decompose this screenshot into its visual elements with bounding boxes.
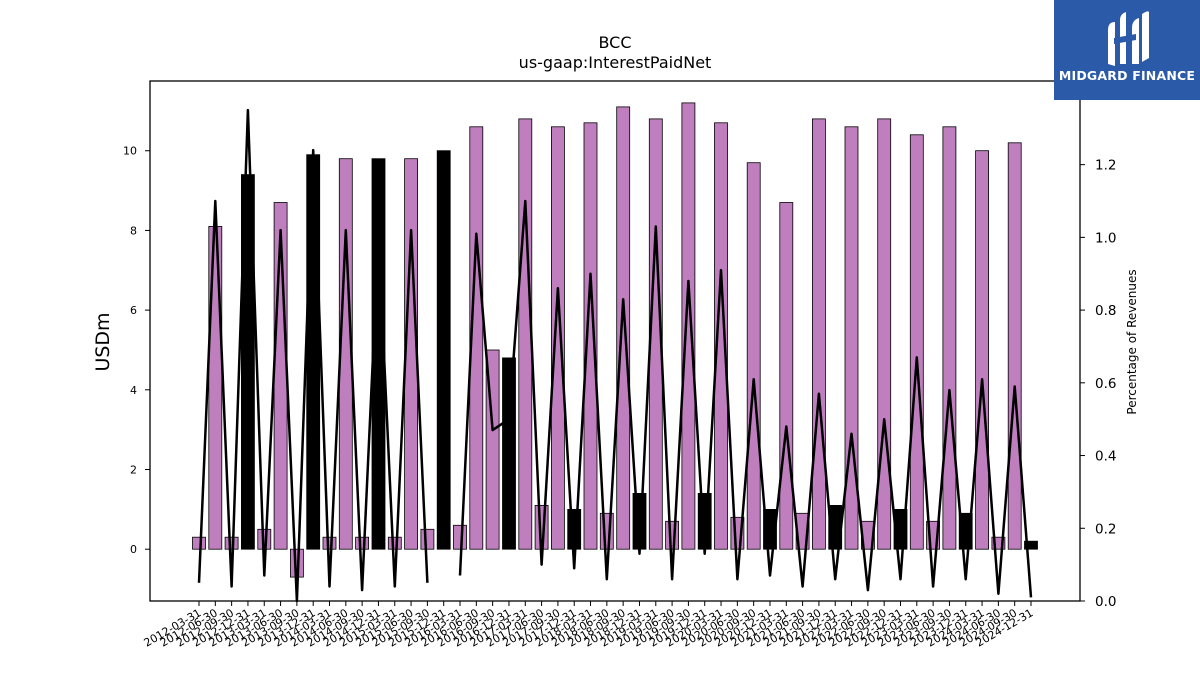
bar bbox=[192, 536, 206, 550]
chart-title: BCC bbox=[598, 33, 631, 52]
logo-text: MIDGARD FINANCE bbox=[1058, 68, 1196, 83]
bar bbox=[681, 102, 696, 550]
x-axis-ticks: 2012-03-312012-06-302012-09-302012-12-31… bbox=[142, 601, 1036, 650]
bar bbox=[322, 536, 337, 550]
y2-tick-label: 0.0 bbox=[1095, 594, 1116, 610]
y-tick-label: 8 bbox=[130, 224, 137, 237]
y-tick-label: 4 bbox=[130, 384, 137, 397]
bar bbox=[224, 536, 239, 550]
bar bbox=[469, 126, 484, 550]
bar bbox=[714, 122, 728, 550]
bar bbox=[1007, 142, 1022, 550]
midgard-finance-logo: MIDGARD FINANCE bbox=[1054, 0, 1200, 100]
bar bbox=[355, 536, 370, 550]
bar bbox=[779, 202, 794, 550]
bar bbox=[942, 126, 957, 550]
bar bbox=[551, 126, 565, 550]
y2-axis-label: Percentage of Revenues bbox=[1125, 269, 1139, 414]
right-axis-ticks: 0.0 0.2 0.4 0.6 0.8 1.0 1.2 bbox=[1080, 158, 1116, 610]
bar bbox=[746, 162, 761, 550]
mf-monogram-icon bbox=[1108, 11, 1149, 66]
bar bbox=[518, 118, 533, 550]
bar bbox=[616, 106, 631, 550]
bar bbox=[877, 118, 892, 550]
bar bbox=[436, 150, 451, 550]
y2-tick-label: 0.4 bbox=[1095, 449, 1116, 465]
bar bbox=[844, 126, 859, 550]
y-tick-label: 6 bbox=[130, 304, 137, 317]
bar bbox=[240, 174, 255, 550]
bar bbox=[567, 508, 582, 550]
bar bbox=[502, 357, 516, 550]
left-axis-ticks: 0 2 4 6 8 10 bbox=[123, 145, 150, 556]
bar bbox=[420, 528, 435, 550]
bar bbox=[306, 154, 321, 550]
plot-frame bbox=[149, 80, 1081, 602]
y2-tick-label: 0.8 bbox=[1095, 303, 1116, 319]
y-tick-label: 0 bbox=[130, 543, 137, 556]
bar bbox=[812, 118, 826, 550]
bar bbox=[975, 150, 989, 550]
bar bbox=[583, 122, 598, 550]
bar bbox=[1024, 540, 1038, 550]
chart-subtitle: us-gaap:InterestPaidNet bbox=[519, 53, 712, 72]
y-axis-label: USDm bbox=[92, 312, 114, 371]
bar bbox=[453, 524, 467, 550]
y-tick-label: 2 bbox=[130, 464, 137, 477]
y2-tick-label: 0.6 bbox=[1095, 376, 1116, 392]
bar bbox=[387, 536, 402, 550]
bar bbox=[665, 520, 679, 550]
y2-tick-label: 1.0 bbox=[1095, 230, 1116, 246]
bar bbox=[208, 225, 223, 550]
bar bbox=[909, 134, 924, 550]
y-tick-label: 10 bbox=[123, 145, 137, 158]
y2-tick-label: 0.2 bbox=[1095, 521, 1116, 537]
y2-tick-label: 1.2 bbox=[1095, 158, 1116, 174]
ratio-line bbox=[197, 108, 1033, 603]
